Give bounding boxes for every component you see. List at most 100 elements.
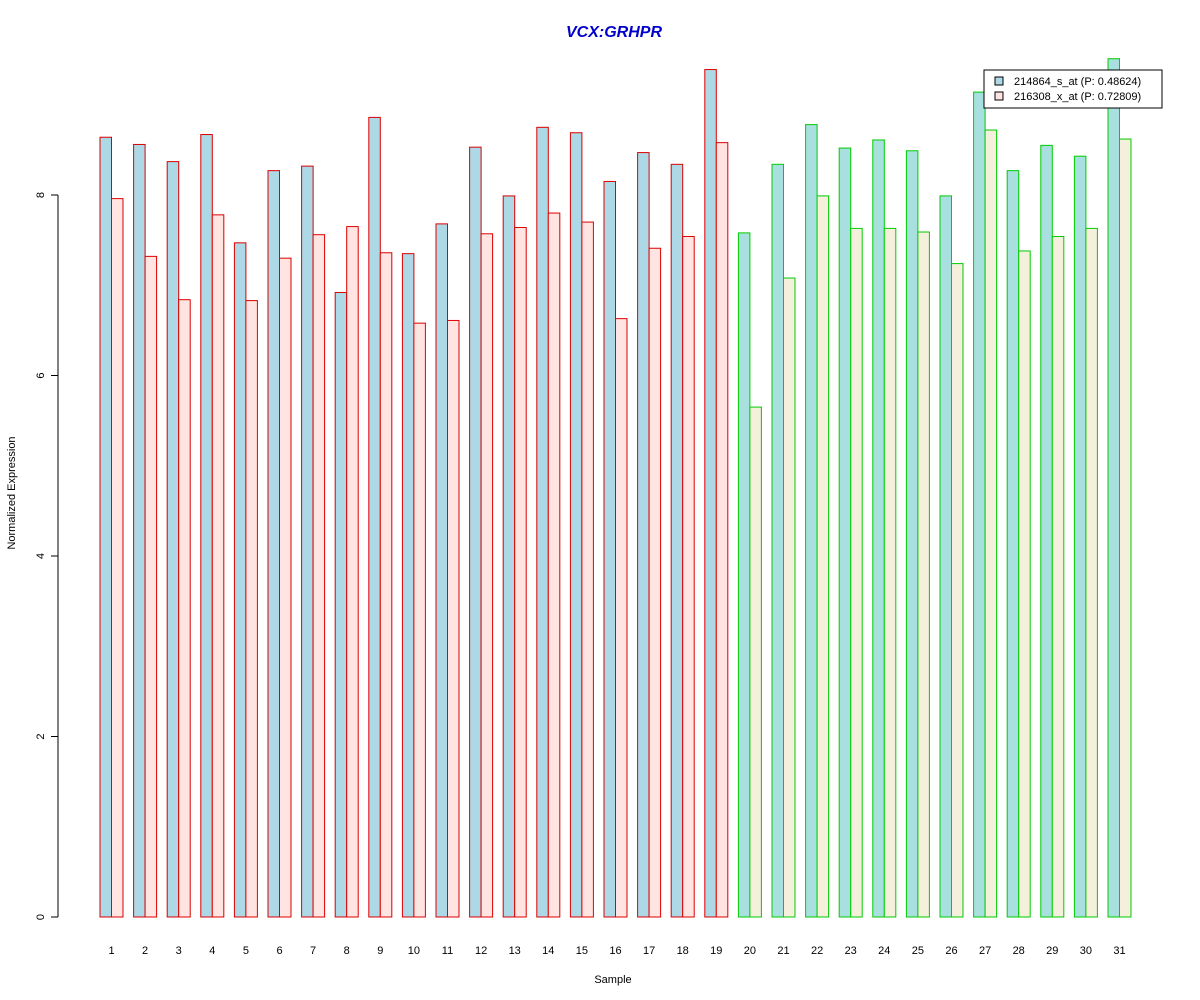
bar-sample-31-series-2 (1119, 138, 1132, 918)
bar-sample-29-series-2 (1051, 236, 1065, 918)
bar-sample-14-series-2 (547, 212, 561, 918)
bar-sample-20-series-1 (737, 232, 751, 918)
x-tick-label: 28 (1013, 945, 1025, 957)
bar-sample-1-series-2 (111, 198, 124, 918)
bar-sample-26-series-2 (951, 263, 964, 918)
bar-sample-5-series-1 (233, 242, 247, 918)
x-tick-label: 5 (243, 945, 249, 957)
legend-swatch-series-2 (994, 91, 1004, 101)
x-tick-label: 16 (609, 945, 621, 957)
y-axis: 0 2 4 6 8 (35, 192, 59, 920)
bar-sample-28-series-2 (1018, 250, 1031, 918)
bar-sample-22-series-1 (805, 124, 818, 918)
bar-sample-27-series-1 (973, 91, 986, 918)
x-tick-label: 25 (912, 945, 924, 957)
bar-sample-30-series-1 (1073, 155, 1087, 918)
bar-sample-19-series-2 (715, 142, 729, 918)
y-tick-label: 8 (35, 192, 47, 198)
legend: 214864_s_at (P: 0.48624) 216308_x_at (P:… (983, 69, 1163, 109)
x-tick-label: 10 (408, 945, 420, 957)
bar-sample-23-series-1 (838, 147, 852, 918)
x-tick-label: 7 (310, 945, 316, 957)
x-tick-label: 24 (878, 945, 890, 957)
x-tick-label: 9 (377, 945, 383, 957)
bar-sample-6-series-2 (279, 257, 292, 918)
bar-sample-25-series-2 (917, 231, 930, 918)
y-axis-label: Normalized Expression (6, 436, 18, 549)
x-tick-label: 13 (509, 945, 521, 957)
bar-sample-17-series-1 (637, 152, 650, 918)
bar-sample-12-series-1 (469, 146, 482, 918)
bar-sample-28-series-1 (1006, 170, 1020, 918)
x-axis-label: Sample (594, 974, 631, 986)
bar-sample-23-series-2 (850, 227, 863, 918)
legend-label-series-2: 216308_x_at (P: 0.72809) (1014, 91, 1141, 103)
bar-sample-6-series-1 (267, 170, 280, 918)
bar-sample-4-series-1 (200, 134, 213, 918)
bar-sample-26-series-1 (939, 195, 952, 918)
x-tick-label: 14 (542, 945, 554, 957)
x-tick-label: 27 (979, 945, 991, 957)
x-axis: 1 2 3 4 5 6 7 8 9 10 11 12 13 14 15 16 17 18 19 20 21 22 23 24 2… (108, 945, 1125, 957)
bar-sample-2-series-2 (144, 255, 158, 918)
bar-sample-25-series-1 (905, 150, 919, 918)
x-tick-label: 26 (945, 945, 957, 957)
bar-sample-22-series-2 (816, 195, 830, 918)
bar-sample-10-series-1 (401, 253, 415, 918)
y-tick-label: 0 (35, 914, 47, 920)
x-tick-label: 18 (677, 945, 689, 957)
bar-sample-9-series-1 (368, 116, 381, 918)
legend-box (983, 69, 1163, 109)
bar-sample-14-series-1 (536, 126, 549, 918)
bar-sample-8-series-1 (334, 291, 348, 918)
x-tick-label: 1 (108, 945, 114, 957)
y-tick-label: 6 (35, 372, 47, 378)
bar-sample-19-series-1 (704, 69, 717, 918)
bar-sample-4-series-2 (211, 214, 225, 918)
x-tick-label: 31 (1113, 945, 1125, 957)
bar-sample-5-series-2 (245, 300, 258, 918)
bar-sample-7-series-1 (301, 165, 314, 918)
x-tick-label: 30 (1080, 945, 1092, 957)
bar-sample-1-series-1 (99, 136, 112, 918)
x-tick-label: 6 (276, 945, 282, 957)
x-tick-label: 8 (344, 945, 350, 957)
x-tick-label: 19 (710, 945, 722, 957)
bar-sample-2-series-1 (133, 143, 146, 918)
bar-sample-3-series-2 (178, 299, 191, 918)
x-tick-label: 2 (142, 945, 148, 957)
x-tick-label: 17 (643, 945, 655, 957)
x-tick-label: 11 (442, 945, 453, 957)
bar-sample-31-series-1 (1107, 58, 1120, 918)
bar-sample-8-series-2 (346, 226, 359, 918)
y-tick-label: 2 (35, 733, 47, 739)
bar-sample-18-series-1 (670, 163, 684, 918)
bar-sample-30-series-2 (1085, 227, 1098, 918)
x-tick-label: 20 (744, 945, 756, 957)
bar-sample-11-series-1 (435, 223, 448, 918)
bar-sample-9-series-2 (379, 252, 393, 918)
bar-sample-17-series-2 (648, 247, 662, 918)
x-tick-label: 15 (576, 945, 588, 957)
bar-sample-29-series-1 (1040, 144, 1053, 918)
bar-sample-16-series-1 (603, 180, 616, 918)
x-tick-label: 12 (475, 945, 487, 957)
x-tick-label: 23 (845, 945, 857, 957)
bar-sample-15-series-1 (569, 132, 583, 918)
bar-sample-20-series-2 (749, 406, 762, 918)
bar-sample-13-series-1 (502, 195, 516, 918)
bar-sample-15-series-2 (581, 221, 594, 918)
x-tick-label: 3 (176, 945, 182, 957)
bar-sample-3-series-1 (166, 161, 180, 918)
bar-sample-18-series-2 (682, 236, 695, 918)
bar-sample-21-series-2 (783, 277, 796, 918)
bar-sample-16-series-2 (615, 318, 628, 918)
bar-group (99, 58, 1132, 918)
bar-sample-24-series-2 (883, 227, 897, 918)
x-tick-label: 29 (1046, 945, 1058, 957)
bar-sample-10-series-2 (413, 322, 426, 918)
y-tick-label: 4 (35, 553, 47, 559)
x-tick-label: 4 (209, 945, 215, 957)
bar-sample-7-series-2 (312, 234, 326, 918)
